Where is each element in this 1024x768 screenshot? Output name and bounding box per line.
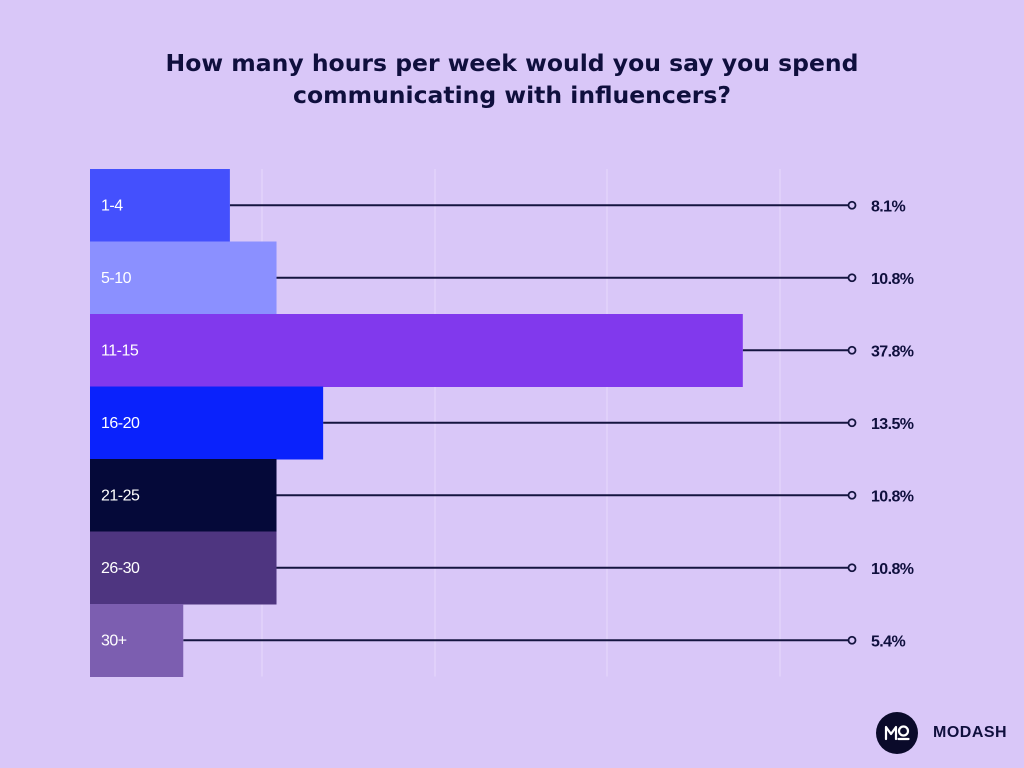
bar-11-15: [90, 314, 743, 387]
bar-5-10: [90, 241, 277, 315]
bar-30+: [90, 604, 184, 677]
value-label-16-20: 13.5%: [871, 416, 914, 433]
leader-dot-30+: [847, 635, 857, 645]
category-label-5-10: 5-10: [101, 270, 132, 287]
leader-dot-11-15: [847, 345, 857, 355]
category-label-30+: 30+: [101, 632, 127, 649]
leader-dot-1-4: [847, 200, 857, 210]
value-label-11-15: 37.8%: [871, 343, 914, 360]
chart-title: How many hours per week would you say yo…: [0, 47, 1024, 111]
bar-26-30: [90, 531, 277, 605]
bar-16-20: [90, 386, 324, 460]
value-label-1-4: 8.1%: [871, 198, 905, 215]
leader-dot-21-25: [847, 490, 857, 500]
value-label-30+: 5.4%: [871, 633, 905, 650]
category-label-26-30: 26-30: [101, 560, 140, 577]
chart-title-line-2: communicating with influencers?: [293, 81, 731, 109]
bar-21-25: [90, 459, 277, 532]
value-label-26-30: 10.8%: [871, 561, 914, 578]
category-label-11-15: 11-15: [101, 342, 139, 359]
chart-title-line-1: How many hours per week would you say yo…: [165, 49, 859, 77]
leader-dot-16-20: [847, 418, 857, 428]
leader-dot-26-30: [847, 563, 857, 573]
bar-1-4: [90, 169, 230, 242]
category-label-21-25: 21-25: [101, 487, 140, 504]
value-label-21-25: 10.8%: [871, 488, 914, 505]
brand: MODASH: [876, 712, 1007, 754]
category-label-1-4: 1-4: [101, 197, 123, 214]
value-label-5-10: 10.8%: [871, 271, 914, 288]
category-label-16-20: 16-20: [101, 415, 140, 432]
leader-dot-5-10: [847, 273, 857, 283]
brand-name: MODASH: [933, 724, 1008, 741]
modash-logo-icon: [876, 712, 918, 754]
